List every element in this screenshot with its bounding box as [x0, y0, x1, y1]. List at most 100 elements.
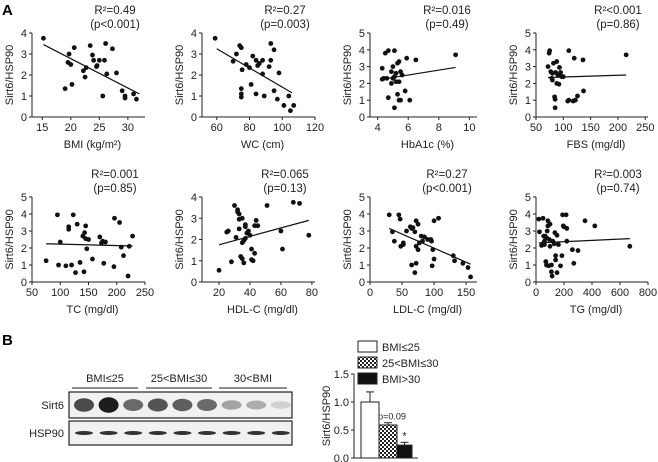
data-point: [90, 52, 95, 58]
x-tick-label: 150: [79, 287, 97, 299]
data-point: [404, 228, 409, 234]
data-point: [392, 105, 397, 111]
data-point: [553, 253, 558, 259]
y-axis-title: Sirt6/HSP90: [321, 386, 333, 447]
data-point: [623, 52, 629, 58]
r-squared-label: R²<0.001: [594, 5, 642, 17]
x-tick-label: 250: [636, 122, 654, 134]
y-tick-label: 0: [191, 112, 197, 124]
scatter-plot-3: 0 1 2 3 4 5 4 6 8 10 HbA1c (%) Sirt6/HSP90 R²=0.016 (…: [342, 5, 477, 151]
x-axis-title: LDL-C (mg/dl): [393, 304, 462, 316]
data-point: [125, 273, 131, 279]
y-tick-label: 1: [359, 260, 365, 272]
y-axis-title: Sirt6/HSP90: [174, 209, 186, 270]
data-point: [398, 97, 403, 103]
y-tick-label: 0: [191, 277, 197, 289]
data-point: [97, 234, 103, 240]
regression-line: [382, 66, 456, 80]
data-point: [453, 52, 458, 58]
p-value-label: (p<0.001): [422, 183, 472, 195]
y-tick-label: 2: [191, 235, 197, 247]
x-tick-label: 250: [136, 287, 154, 299]
y-tick-label: 4: [359, 209, 365, 221]
y-tick-label: 3: [525, 62, 531, 74]
data-point: [103, 239, 108, 245]
data-point: [56, 262, 61, 268]
protein-band: [221, 400, 242, 410]
protein-band: [222, 431, 241, 435]
r-squared-label: R²=0.49: [94, 5, 135, 17]
y-tick-label: 0: [359, 277, 365, 289]
data-point: [236, 226, 242, 232]
bar-1: [360, 401, 380, 459]
x-tick-label: 200: [609, 122, 627, 134]
data-point: [62, 86, 68, 92]
data-point: [236, 211, 242, 217]
data-point: [385, 95, 391, 101]
x-tick-label: 0: [367, 287, 373, 299]
blot-group-label: 25<BMI≤30: [151, 373, 208, 385]
data-point: [582, 218, 588, 224]
x-tick-label: 20: [213, 287, 225, 299]
data-point: [117, 220, 122, 225]
data-point: [66, 226, 72, 232]
data-point: [465, 265, 471, 270]
regression-line: [548, 74, 627, 79]
data-point: [266, 64, 272, 69]
data-point: [558, 70, 563, 75]
data-point: [554, 270, 560, 276]
data-point: [112, 215, 117, 221]
data-point: [545, 64, 551, 69]
data-point: [379, 65, 385, 71]
data-point: [212, 35, 218, 41]
x-axis-title: HbA1c (%): [401, 139, 454, 151]
y-tick-label: 4: [21, 28, 27, 40]
data-point: [233, 234, 239, 240]
data-point: [572, 97, 578, 103]
data-point: [290, 199, 296, 205]
data-point: [547, 243, 553, 249]
data-point: [241, 260, 247, 266]
data-point: [101, 260, 107, 266]
protein-band: [172, 398, 193, 412]
data-point: [57, 239, 63, 245]
protein-band: [148, 431, 167, 435]
y-tick-label: 2: [525, 243, 531, 255]
data-point: [239, 256, 245, 262]
data-point: [396, 59, 402, 64]
data-point: [397, 216, 403, 222]
r-squared-label: R²=0.001: [91, 169, 139, 181]
protein-band: [271, 431, 290, 435]
data-point: [581, 88, 586, 94]
data-point: [396, 212, 402, 218]
p-value-label: (p<0.001): [90, 19, 140, 31]
data-point: [452, 258, 457, 264]
data-point: [66, 51, 72, 57]
y-tick-label: 4: [191, 28, 197, 40]
x-axis-title: HDL-C (mg/dl): [227, 304, 298, 316]
y-axis-title: Sirt6/HSP90: [174, 45, 186, 106]
p-value-label: (p=0.86): [596, 19, 639, 31]
western-blot: BMI≤25 25<BMI≤30 30<BMI Sirt6 HSP90: [29, 373, 293, 446]
legend-swatch: [357, 356, 378, 369]
protein-band: [124, 431, 143, 435]
x-tick-label: 6: [405, 122, 411, 134]
data-point: [246, 228, 251, 234]
data-point: [558, 263, 563, 269]
data-point: [557, 65, 562, 70]
data-point: [431, 218, 437, 224]
significance-label: p=0.09: [378, 412, 406, 422]
protein-band: [197, 399, 217, 411]
data-point: [566, 48, 572, 54]
data-point: [409, 262, 415, 268]
y-tick-label: 5: [525, 192, 531, 204]
x-tick-label: 100: [554, 122, 572, 134]
data-point: [552, 105, 558, 111]
data-point: [260, 57, 265, 63]
x-tick-label: 400: [583, 287, 601, 299]
x-tick-label: 200: [108, 287, 126, 299]
data-point: [415, 221, 421, 227]
y-tick-label: 0.0: [334, 453, 349, 462]
data-point: [86, 237, 91, 242]
